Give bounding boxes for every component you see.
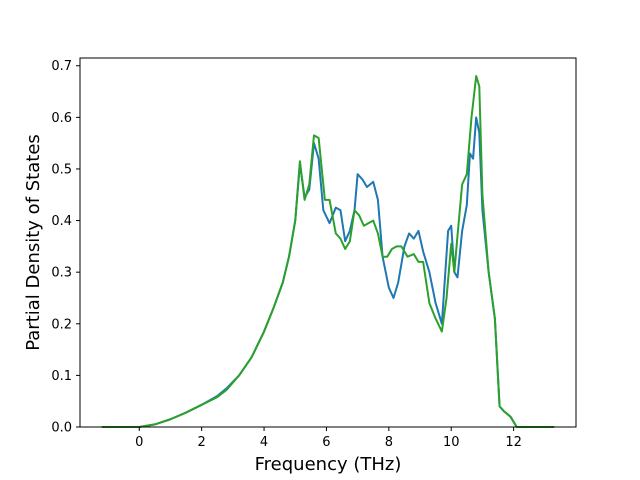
x-tick-label: 4 xyxy=(260,435,268,450)
series-layer xyxy=(101,75,555,428)
y-tick-label: 0.1 xyxy=(51,369,72,384)
y-tick-label: 0.3 xyxy=(51,266,72,281)
y-tick-label: 0.2 xyxy=(51,317,72,332)
y-tick-label: 0.4 xyxy=(51,214,72,229)
y-tick-label: 0.6 xyxy=(51,111,72,126)
ticks-layer: 0 2 4 6 8 10 12 0.0 0.1 0.2 0.3 0.4 0.5 0.6 0.7 xyxy=(51,59,522,450)
x-axis-label: Frequency (THz) xyxy=(255,454,402,475)
series-line-1 xyxy=(101,116,555,428)
series-line-2 xyxy=(101,75,555,428)
x-tick-label: 12 xyxy=(505,435,522,450)
x-tick-label: 10 xyxy=(443,435,460,450)
x-tick-label: 6 xyxy=(322,435,330,450)
x-tick-label: 0 xyxy=(135,435,143,450)
y-tick-label: 0.0 xyxy=(51,421,72,436)
y-axis-label: Partial Density of States xyxy=(23,134,44,351)
x-tick-label: 8 xyxy=(385,435,393,450)
x-tick-label: 2 xyxy=(198,435,206,450)
y-tick-label: 0.7 xyxy=(51,59,72,74)
y-tick-label: 0.5 xyxy=(51,162,72,177)
plot-frame xyxy=(79,57,577,428)
